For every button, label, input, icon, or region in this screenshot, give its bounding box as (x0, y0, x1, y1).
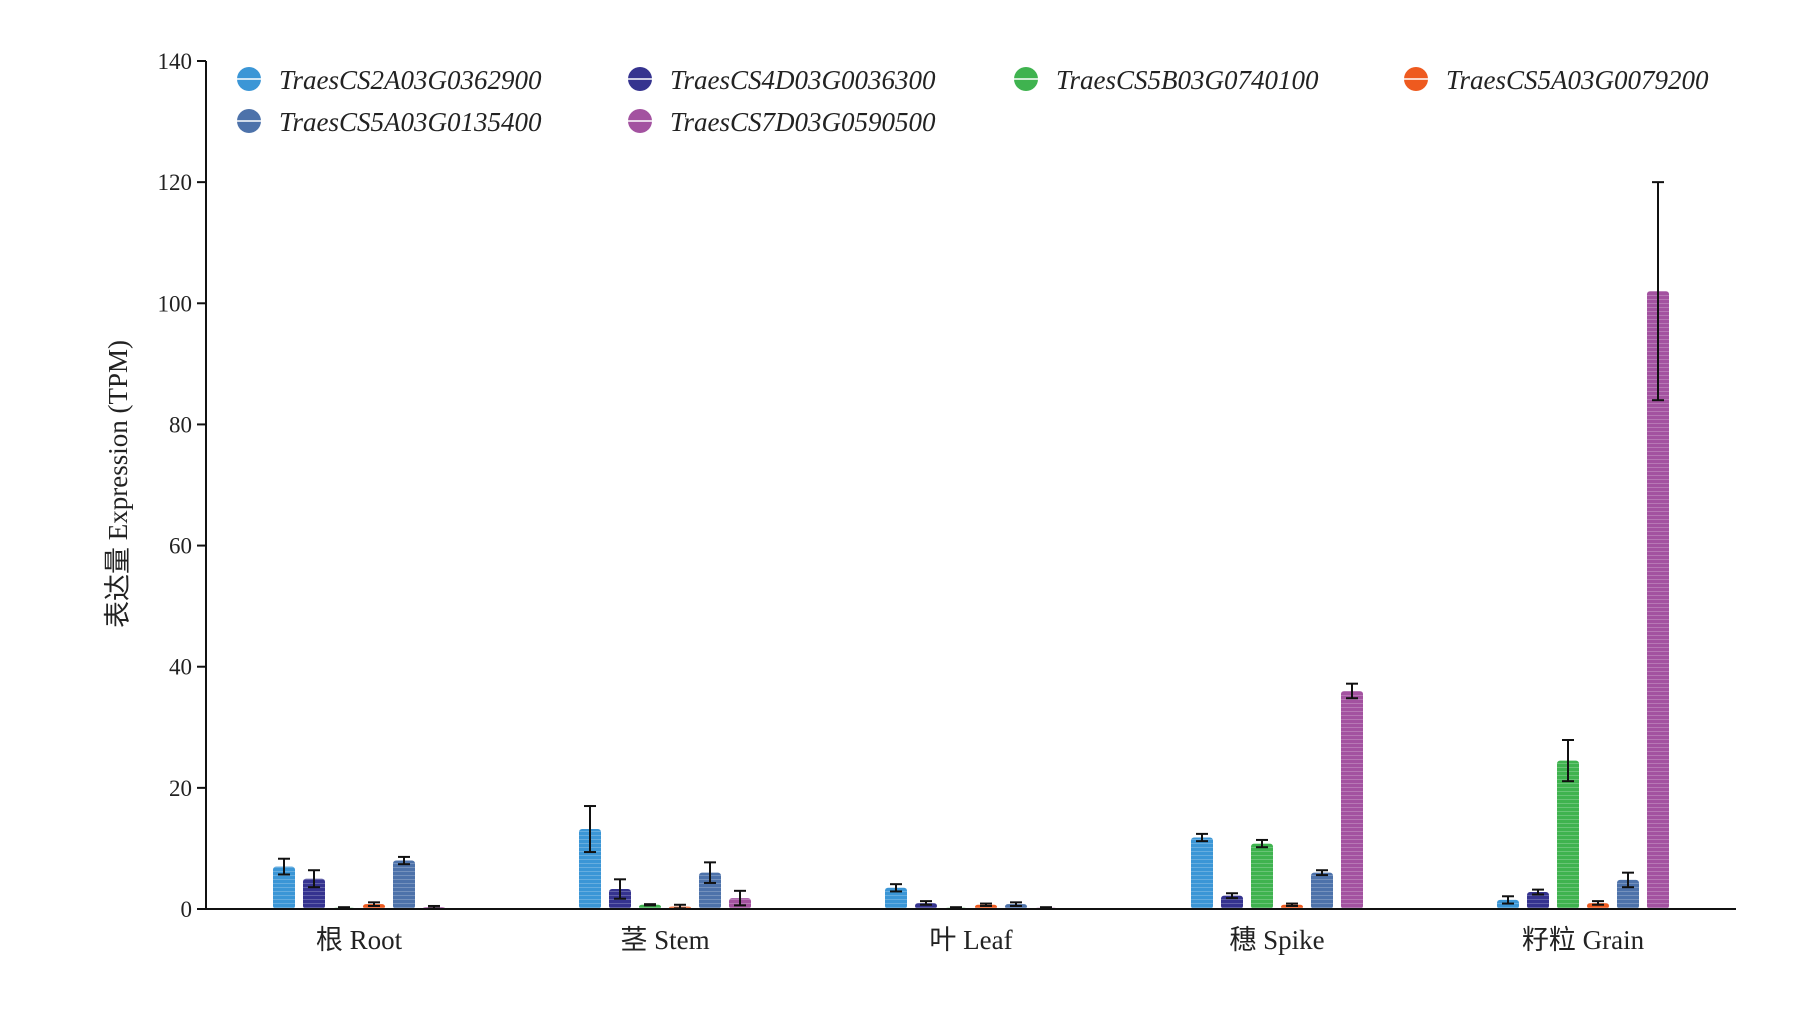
legend-label: TraesCS5A03G0079200 (1446, 65, 1709, 95)
y-tick-label: 0 (181, 897, 193, 922)
legend-label: TraesCS7D03G0590500 (670, 107, 936, 137)
bar-texture (579, 829, 601, 909)
bars-group (273, 291, 1669, 910)
x-tick-label: 籽粒 Grain (1522, 925, 1645, 955)
legend: TraesCS2A03G0362900 TraesCS4D03G0036300 Tr… (237, 65, 1709, 137)
y-tick-label: 140 (158, 49, 193, 74)
x-tick-label: 根 Root (316, 925, 403, 955)
bar-texture (1647, 291, 1669, 910)
y-tick-label: 20 (169, 776, 192, 801)
x-tick-label: 茎 Stem (620, 925, 709, 955)
legend-label: TraesCS5B03G0740100 (1056, 65, 1319, 95)
legend-label: TraesCS2A03G0362900 (279, 65, 542, 95)
x-tick-label: 叶 Leaf (929, 925, 1012, 955)
bar-texture (393, 860, 415, 909)
x-tick-label: 穗 Spike (1229, 925, 1324, 955)
bar-texture (1191, 837, 1213, 909)
y-tick-label: 80 (169, 412, 192, 437)
bar-texture (1311, 872, 1333, 909)
y-tick-label: 120 (158, 170, 193, 195)
bar-texture (1341, 690, 1363, 909)
plot-area: 0 20 40 60 80 100 120 140 根 Root 茎 Stem 叶 Leaf 穗 Sp… (158, 49, 1736, 955)
y-axis-label: 表达量 Expression (TPM) (103, 340, 133, 628)
y-tick-label: 60 (169, 534, 192, 559)
y-tick-label: 100 (158, 291, 193, 316)
legend-label: TraesCS5A03G0135400 (279, 107, 542, 137)
bar-texture (273, 866, 295, 909)
y-tick-label: 40 (169, 655, 192, 680)
bar-texture (885, 887, 907, 909)
bar-texture (915, 902, 937, 909)
legend-label: TraesCS4D03G0036300 (670, 65, 936, 95)
bar-texture (639, 904, 661, 909)
bar-texture (1527, 892, 1549, 909)
error-bars-group (278, 181, 1664, 910)
bar-texture (1251, 843, 1273, 909)
bar-texture (1587, 902, 1609, 909)
axes-group: 0 20 40 60 80 100 120 140 根 Root 茎 Stem 叶 Leaf 穗 Sp… (158, 49, 1736, 955)
bar-texture (1557, 760, 1579, 909)
bar-texture (699, 872, 721, 909)
